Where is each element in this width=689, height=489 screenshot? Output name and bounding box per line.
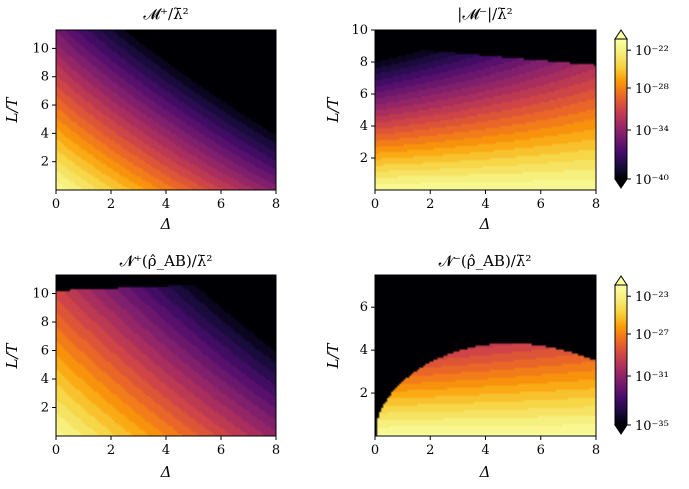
- xtick-label: 8: [272, 197, 280, 212]
- yticks-m-plus: 2 4 6 8 10: [32, 41, 56, 170]
- xtick-label: 8: [272, 443, 280, 458]
- ytick-label: 2: [41, 401, 49, 416]
- heatmap-n-plus: [56, 275, 276, 436]
- heatmap-m-plus: [56, 30, 276, 190]
- colorbar-tick-label: 10⁻³⁴: [635, 124, 669, 139]
- xlabel-m-plus: Δ: [160, 215, 172, 233]
- colorbar-tick-label: 10⁻³¹: [635, 370, 669, 385]
- xticks-n-plus: 0 2 4 6 8: [52, 436, 280, 458]
- ytick-label: 2: [360, 386, 368, 401]
- ytick-label: 10: [351, 23, 368, 38]
- ytick-label: 8: [360, 55, 368, 70]
- ytick-label: 6: [360, 300, 368, 315]
- yticks-n-minus: 2 4 6: [360, 300, 375, 401]
- colorbar-top-ticks: 10⁻²² 10⁻²⁸ 10⁻³⁴ 10⁻⁴⁰: [627, 44, 669, 188]
- xlabel-m-minus: Δ: [479, 215, 491, 233]
- xtick-label: 4: [162, 197, 170, 212]
- xtick-label: 6: [217, 197, 225, 212]
- ytick-label: 4: [360, 343, 368, 358]
- colorbar-bottom-ticks: 10⁻²³ 10⁻²⁷ 10⁻³¹ 10⁻³⁵: [627, 290, 669, 434]
- colorbar-top: 10⁻²² 10⁻²⁸ 10⁻³⁴ 10⁻⁴⁰: [614, 29, 669, 189]
- colorbar-tick-label: 10⁻³⁵: [635, 419, 669, 434]
- xtick-label: 0: [371, 443, 379, 458]
- colorbar-bottom: 10⁻²³ 10⁻²⁷ 10⁻³¹ 10⁻³⁵: [614, 275, 669, 435]
- colorbar-bottom-extend-min: [614, 424, 628, 435]
- xtick-label: 0: [52, 443, 60, 458]
- xtick-label: 8: [592, 443, 600, 458]
- colorbar-tick-label: 10⁻²³: [635, 290, 669, 305]
- title-n-minus: 𝓝⁻(ρ̂_AB)/λ̄²: [439, 252, 532, 270]
- xtick-label: 6: [537, 197, 545, 212]
- heatmap-n-minus: [375, 275, 596, 436]
- ytick-label: 2: [360, 151, 368, 166]
- xlabel-n-minus: Δ: [479, 463, 491, 481]
- panel-m-minus: |𝓜⁻|/λ̄² 0 2 4 6 8 2 4 6 8 10 Δ L/T: [324, 5, 600, 233]
- xtick-label: 2: [107, 443, 115, 458]
- ylabel-m-plus: L/T: [3, 97, 21, 124]
- ytick-label: 6: [41, 344, 49, 359]
- yticks-m-minus: 2 4 6 8 10: [351, 23, 375, 166]
- panel-n-plus: 𝓝⁺(ρ̂_AB)/λ̄² 0 2 4 6 8 2 4 6 8 10 Δ L/T: [3, 252, 280, 481]
- xtick-label: 4: [162, 443, 170, 458]
- ytick-label: 8: [41, 315, 49, 330]
- yticks-n-plus: 2 4 6 8 10: [32, 287, 56, 416]
- colorbar-top-extend-max: [614, 29, 628, 40]
- ytick-label: 6: [41, 98, 49, 113]
- colorbar-tick-label: 10⁻²⁸: [635, 82, 669, 97]
- colorbar-top-extend-min: [614, 178, 628, 189]
- ytick-label: 10: [32, 41, 49, 56]
- xlabel-n-plus: Δ: [160, 463, 172, 481]
- ytick-label: 4: [41, 126, 49, 141]
- ytick-label: 2: [41, 155, 49, 170]
- ylabel-n-minus: L/T: [324, 343, 342, 370]
- panel-n-minus: 𝓝⁻(ρ̂_AB)/λ̄² 0 2 4 6 8 2 4 6 Δ L/T: [324, 252, 600, 481]
- ylabel-m-minus: L/T: [324, 97, 342, 124]
- panel-m-plus: 𝓜⁺/λ̄² 0 2 4 6 8 2 4 6 8 10 Δ L/T: [3, 5, 280, 233]
- ytick-label: 8: [41, 70, 49, 85]
- xticks-n-minus: 0 2 4 6 8: [371, 436, 600, 458]
- ytick-label: 6: [360, 87, 368, 102]
- title-n-plus: 𝓝⁺(ρ̂_AB)/λ̄²: [120, 252, 213, 270]
- xtick-label: 2: [426, 197, 434, 212]
- xtick-label: 4: [481, 197, 489, 212]
- ylabel-n-plus: L/T: [3, 343, 21, 370]
- xtick-label: 8: [592, 197, 600, 212]
- xtick-label: 6: [217, 443, 225, 458]
- colorbar-top-bar: [615, 39, 627, 179]
- ytick-label: 4: [360, 119, 368, 134]
- colorbar-tick-label: 10⁻²²: [635, 44, 669, 59]
- colorbar-bottom-bar: [615, 285, 627, 425]
- xtick-label: 6: [537, 443, 545, 458]
- colorbar-bottom-extend-max: [614, 275, 628, 286]
- xtick-label: 2: [107, 197, 115, 212]
- ytick-label: 10: [32, 287, 49, 302]
- heatmap-m-minus: [375, 30, 596, 190]
- ytick-label: 4: [41, 372, 49, 387]
- colorbar-tick-label: 10⁻⁴⁰: [635, 173, 669, 188]
- colorbar-tick-label: 10⁻²⁷: [635, 328, 669, 343]
- title-m-minus: |𝓜⁻|/λ̄²: [457, 5, 512, 23]
- xtick-label: 0: [371, 197, 379, 212]
- xtick-label: 0: [52, 197, 60, 212]
- xticks-m-minus: 0 2 4 6 8: [371, 190, 600, 212]
- xtick-label: 4: [481, 443, 489, 458]
- xtick-label: 2: [426, 443, 434, 458]
- xticks-m-plus: 0 2 4 6 8: [52, 190, 280, 212]
- title-m-plus: 𝓜⁺/λ̄²: [143, 5, 188, 23]
